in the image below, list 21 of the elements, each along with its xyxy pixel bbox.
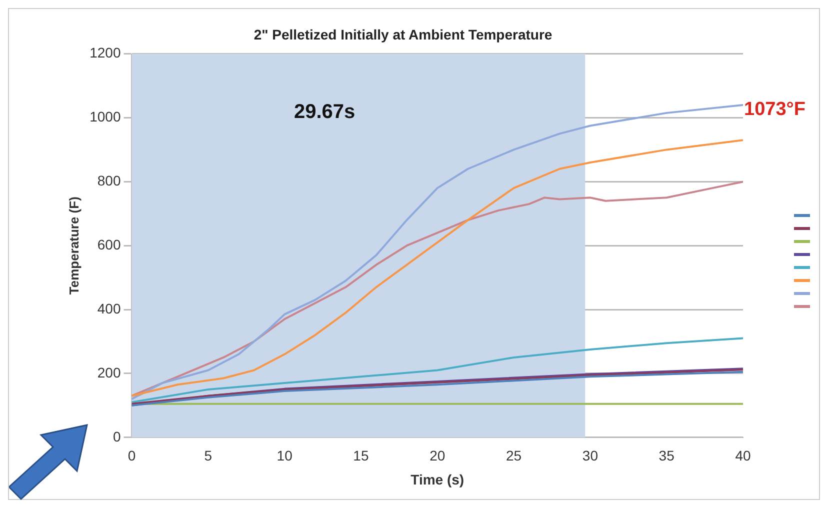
y-tick-label: 1000	[90, 108, 121, 125]
x-tick-label: 20	[430, 448, 446, 464]
x-tick-label: 35	[658, 448, 675, 464]
y-tick-label: 0	[112, 428, 121, 444]
x-tick-label: 15	[353, 448, 369, 464]
chart-title: 2" Pelletized Initially at Ambient Temperature	[254, 26, 552, 42]
y-axis-title: Temperature (F)	[66, 196, 82, 295]
text: 1073°F	[744, 99, 806, 121]
x-axis-title: Time (s)	[410, 471, 464, 488]
y-tick-label: 600	[97, 236, 121, 252]
x-tick-label: 10	[276, 448, 293, 464]
x-tick-label: 0	[128, 448, 136, 464]
x-tick-label: 30	[582, 448, 598, 464]
y-tick-label: 1200	[90, 44, 121, 61]
y-tick-label: 400	[97, 300, 121, 316]
y-tick-label: 200	[97, 364, 121, 380]
y-tick-label: 800	[97, 172, 121, 189]
annotation: 29.67s	[294, 101, 356, 124]
x-tick-label: 25	[506, 448, 522, 464]
x-tick-label: 5	[204, 448, 212, 464]
x-tick-label: 40	[735, 448, 751, 464]
